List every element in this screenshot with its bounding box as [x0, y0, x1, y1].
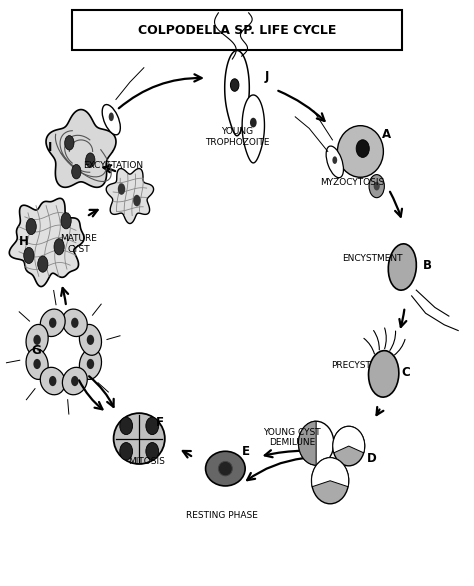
Circle shape — [50, 335, 78, 369]
Ellipse shape — [26, 219, 36, 234]
Polygon shape — [9, 198, 84, 287]
Ellipse shape — [63, 367, 87, 395]
Text: D: D — [367, 452, 377, 465]
Ellipse shape — [369, 175, 384, 197]
Ellipse shape — [332, 156, 337, 164]
Ellipse shape — [146, 417, 159, 435]
Ellipse shape — [38, 256, 48, 272]
Text: YOUNG CYST
DEMILUNE: YOUNG CYST DEMILUNE — [263, 428, 321, 447]
Text: MATURE
CYST: MATURE CYST — [60, 234, 97, 254]
Ellipse shape — [206, 451, 245, 486]
Ellipse shape — [33, 359, 41, 369]
Circle shape — [333, 427, 365, 466]
Text: MYZOCYTOSIS: MYZOCYTOSIS — [320, 178, 384, 186]
Text: EXCYSTATION: EXCYSTATION — [83, 161, 144, 171]
Ellipse shape — [24, 247, 34, 264]
Circle shape — [299, 421, 334, 465]
Ellipse shape — [26, 325, 48, 355]
Polygon shape — [46, 110, 116, 188]
Wedge shape — [333, 427, 365, 453]
Ellipse shape — [250, 118, 256, 127]
Ellipse shape — [71, 376, 79, 386]
Ellipse shape — [63, 309, 87, 336]
Ellipse shape — [120, 417, 133, 435]
Ellipse shape — [49, 318, 56, 328]
Ellipse shape — [40, 367, 65, 395]
Text: RESTING PHASE: RESTING PHASE — [186, 511, 258, 520]
Ellipse shape — [72, 165, 81, 179]
Ellipse shape — [120, 442, 133, 460]
Wedge shape — [311, 458, 349, 487]
Ellipse shape — [326, 146, 344, 178]
Text: ENCYSTMENT: ENCYSTMENT — [342, 254, 402, 263]
Ellipse shape — [356, 139, 369, 158]
Ellipse shape — [79, 349, 101, 379]
Ellipse shape — [54, 239, 64, 255]
Text: J: J — [265, 70, 269, 83]
Text: PRECYST: PRECYST — [331, 362, 371, 370]
Ellipse shape — [109, 113, 114, 121]
Polygon shape — [106, 169, 154, 223]
Ellipse shape — [337, 125, 383, 177]
Ellipse shape — [118, 183, 125, 195]
Ellipse shape — [40, 309, 65, 336]
Text: C: C — [401, 366, 410, 379]
Ellipse shape — [374, 182, 380, 190]
Text: G: G — [31, 344, 41, 357]
Text: E: E — [242, 445, 250, 458]
Ellipse shape — [33, 335, 41, 345]
Ellipse shape — [219, 461, 232, 476]
Ellipse shape — [102, 104, 120, 135]
Ellipse shape — [71, 318, 79, 328]
Ellipse shape — [49, 376, 56, 386]
Polygon shape — [242, 95, 264, 163]
Ellipse shape — [114, 413, 165, 464]
Polygon shape — [225, 50, 249, 136]
Text: I: I — [47, 141, 52, 154]
Ellipse shape — [87, 335, 94, 345]
Ellipse shape — [368, 350, 399, 397]
Ellipse shape — [26, 349, 48, 379]
Ellipse shape — [133, 195, 141, 206]
Text: COLPODELLA SP. LIFE CYCLE: COLPODELLA SP. LIFE CYCLE — [138, 23, 336, 37]
Text: YOUNG
TROPHOZOITE: YOUNG TROPHOZOITE — [205, 127, 269, 146]
Wedge shape — [299, 421, 316, 465]
Ellipse shape — [146, 442, 159, 460]
Ellipse shape — [230, 79, 239, 91]
Text: H: H — [19, 234, 28, 247]
Text: MITOSIS: MITOSIS — [128, 457, 164, 466]
FancyBboxPatch shape — [72, 10, 402, 50]
Ellipse shape — [61, 213, 71, 229]
Ellipse shape — [86, 153, 95, 168]
Ellipse shape — [79, 325, 101, 355]
Ellipse shape — [65, 135, 74, 150]
Circle shape — [311, 458, 349, 504]
Text: A: A — [382, 128, 391, 141]
Text: B: B — [422, 259, 431, 272]
Ellipse shape — [388, 244, 416, 290]
Text: F: F — [156, 417, 164, 430]
Ellipse shape — [87, 359, 94, 369]
